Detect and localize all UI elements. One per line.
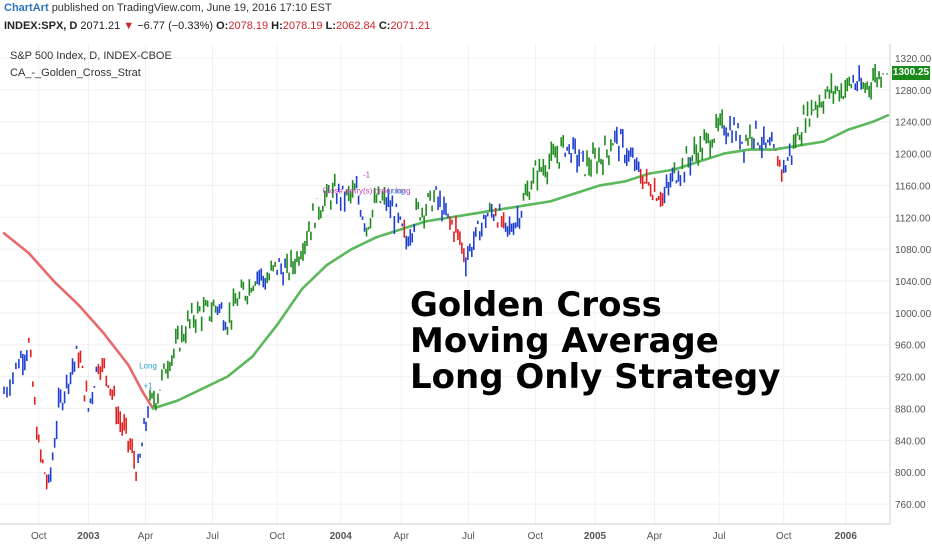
time-tick-label: Apr (647, 531, 663, 542)
time-tick-label: Jul (462, 531, 475, 542)
high-value: 2078.19 (282, 20, 323, 32)
ma-segment (77, 303, 105, 335)
ma-segment (275, 287, 304, 327)
price-tick-label: 1080.00 (895, 245, 932, 256)
ma-segment (499, 204, 527, 211)
price-tick-label: 880.00 (895, 404, 926, 415)
low-label: L: (325, 20, 336, 32)
ma-segment (201, 375, 229, 390)
ma-segment (548, 192, 577, 203)
time-tick-label: Jul (206, 531, 219, 542)
ma-segment (52, 279, 80, 307)
time-tick-label: Apr (394, 531, 410, 542)
time-tick-label: Oct (31, 531, 47, 542)
trade-annotation: Long (139, 362, 157, 371)
author-link[interactable]: ChartArt (4, 2, 49, 14)
open-label: O: (216, 20, 229, 32)
price-tick-label: 1000.00 (895, 309, 932, 320)
price-tick-label: 1040.00 (895, 277, 932, 288)
down-arrow-icon: ▼ (123, 20, 135, 32)
ma-segment (141, 391, 155, 410)
time-tick-label: Oct (269, 531, 285, 542)
trade-annotation: -1 (363, 170, 371, 179)
price-tick-label: 1120.00 (895, 213, 931, 224)
close-label: C: (378, 20, 391, 32)
price-tick-label: 1200.00 (895, 150, 932, 161)
ma-segment (350, 235, 378, 251)
price-change: −6.77 (−0.33%) (137, 20, 214, 32)
ma-segment (474, 208, 502, 215)
trade-annotation: +1 (143, 382, 153, 391)
time-tick-label: 2005 (584, 531, 607, 542)
ma-segment (424, 215, 453, 223)
price-tick-label: 1240.00 (895, 118, 932, 129)
time-tick-label: 2004 (330, 531, 353, 542)
close-value: 2071.21 (390, 20, 431, 32)
strategy-legend[interactable]: CA_-_Golden_Cross_Strat (10, 67, 141, 79)
price-tick-label: 840.00 (895, 436, 926, 447)
ma-segment (300, 263, 329, 291)
time-axis[interactable]: Oct 2003 Apr Jul Oct 2004 Apr Jul Oct 2005 Apr Jul O… (31, 531, 857, 542)
ma-segment (251, 323, 279, 358)
ma-segment (822, 128, 850, 143)
ma-segment (102, 331, 130, 366)
price-tick-label: 1320.00 (895, 54, 932, 65)
published-text: published on TradingView.com, June 19, 2… (51, 2, 332, 14)
last-price: 2071.21 (80, 20, 121, 32)
high-label: H: (271, 20, 283, 32)
headline-text: Golden Cross Moving Average Long Only St… (410, 287, 780, 395)
price-tick-label: 760.00 (895, 500, 926, 511)
series-legend[interactable]: S&P 500 Index, D, INDEX-CBOE (10, 50, 172, 62)
ma-segment (697, 152, 726, 163)
ma-segment (673, 160, 701, 171)
published-line: ChartArt published on TradingView.com, J… (4, 2, 332, 14)
trade-annotation: Long (387, 186, 405, 195)
ma-segment (27, 251, 55, 283)
time-tick-label: 2006 (835, 531, 858, 542)
time-tick-label: Jul (713, 531, 726, 542)
ma-segment (151, 399, 180, 410)
current-price-badge: 1300.25 (892, 66, 930, 80)
ma-segment (648, 168, 676, 175)
headline-line-1: Golden Cross (410, 285, 662, 325)
price-tick-label: 1280.00 (895, 86, 932, 97)
headline-line-3: Long Only Strategy (410, 357, 781, 397)
ma-segment (598, 180, 627, 187)
ma-segment (573, 184, 602, 195)
price-tick-label: 800.00 (895, 468, 926, 479)
time-tick-label: Oct (776, 531, 792, 542)
low-value: 2062.84 (336, 20, 376, 32)
price-bars (3, 63, 882, 490)
ma-segment (772, 144, 800, 151)
time-tick-label: Apr (138, 531, 154, 542)
trade-annotation: Close entry(s) order long (323, 186, 411, 195)
price-tick-label: 1160.00 (895, 181, 931, 192)
ma-segment (126, 363, 145, 394)
ohlc-line: INDEX:SPX, D 2071.21 ▼ −6.77 (−0.33%) O:… (4, 20, 430, 32)
ma-segment (375, 227, 403, 239)
plot-area[interactable] (0, 44, 890, 524)
ma-segment (797, 140, 825, 147)
ma-segment (2, 231, 31, 255)
price-tick-label: 960.00 (895, 341, 926, 352)
headline-line-2: Moving Average (410, 321, 719, 361)
ma-segment (871, 114, 890, 123)
ma-segment (176, 387, 204, 402)
price-axis[interactable]: 760.00 800.00 840.00 880.00 920.00 960.00 1000… (895, 54, 932, 511)
ma-segment (846, 120, 875, 131)
time-tick-label: 2003 (77, 531, 100, 542)
chart-header: ChartArt published on TradingView.com, J… (0, 0, 932, 44)
ma-segment (524, 200, 552, 207)
open-value: 2078.19 (228, 20, 269, 32)
ma-segment (226, 355, 254, 378)
price-tick-label: 920.00 (895, 373, 926, 384)
ma-segment (722, 148, 751, 155)
ma-segment (623, 172, 651, 183)
ma-segment (449, 212, 478, 219)
ma-segment (325, 247, 353, 267)
time-tick-label: Oct (528, 531, 544, 542)
symbol-label: INDEX:SPX, D (4, 20, 78, 32)
